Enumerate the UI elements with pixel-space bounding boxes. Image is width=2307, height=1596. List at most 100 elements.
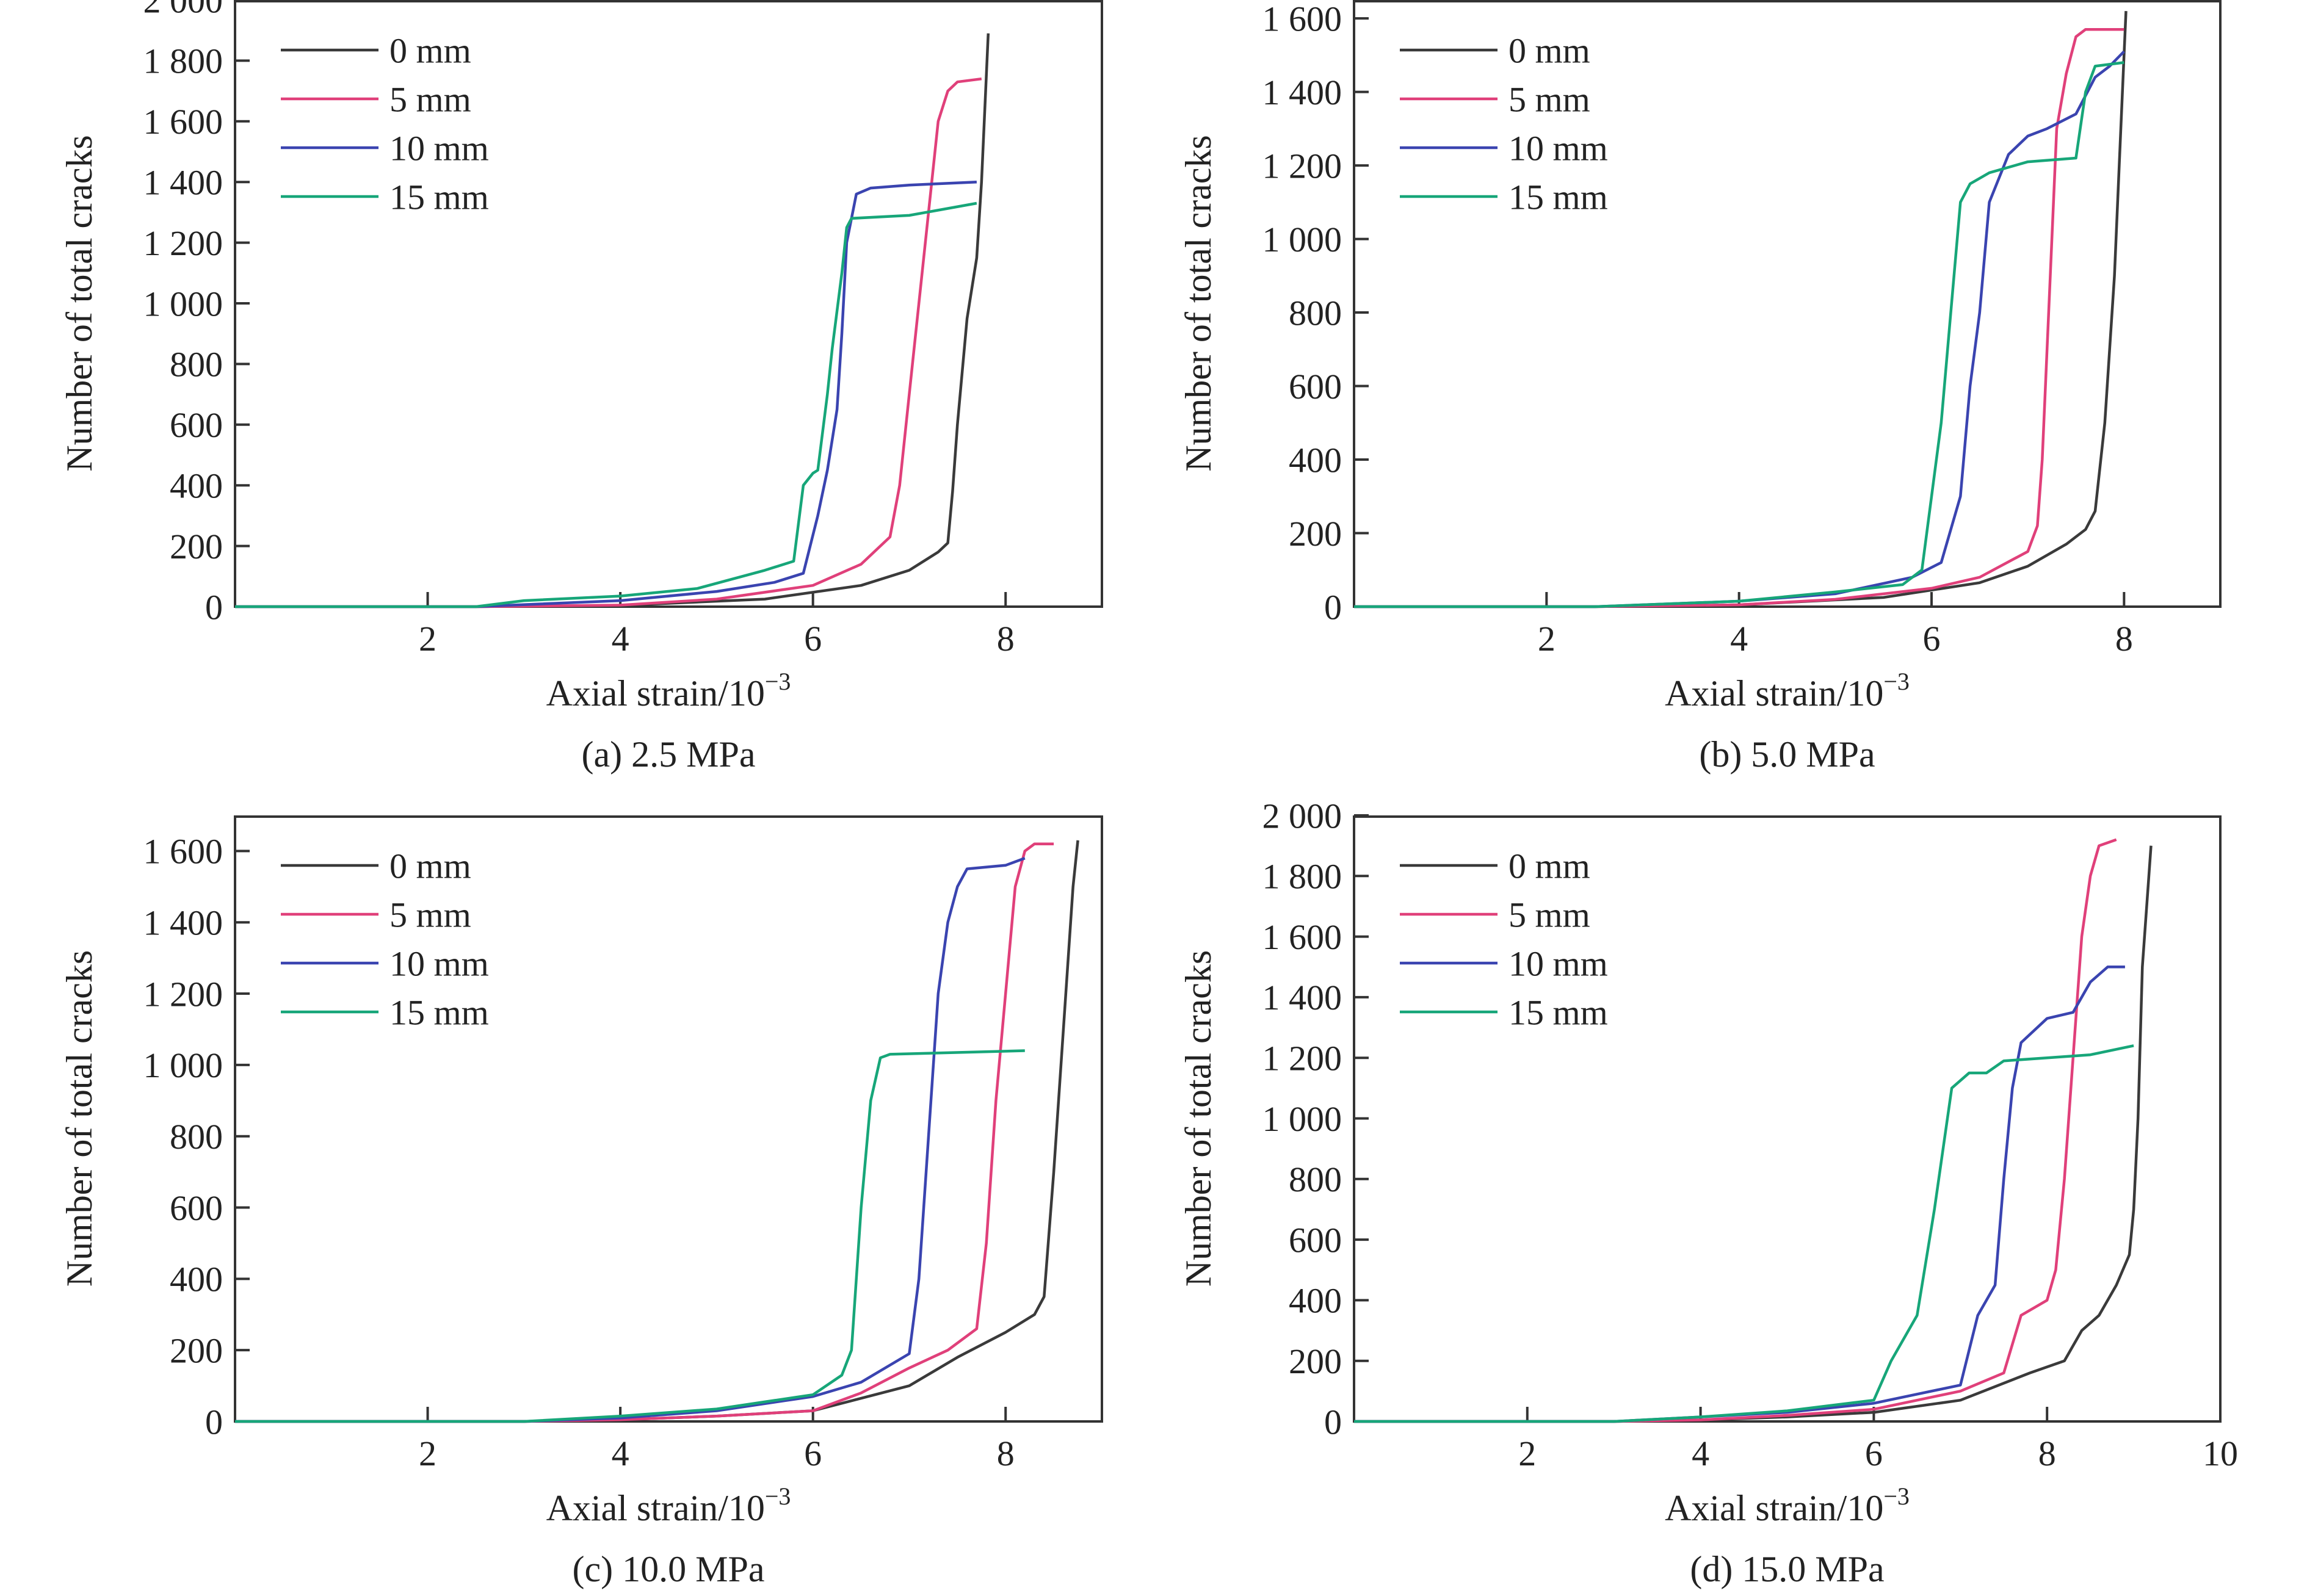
panel-caption: (d) 15.0 MPa	[1690, 1549, 1884, 1589]
legend-label: 10 mm	[1508, 128, 1608, 168]
y-tick-label: 1 400	[1262, 73, 1342, 112]
y-tick-label: 800	[1289, 1160, 1342, 1199]
y-tick-label: 200	[1289, 514, 1342, 554]
plot-frame	[1353, 0, 2222, 608]
series-line-5mm	[1354, 27, 2124, 608]
legend-label: 15 mm	[389, 177, 489, 217]
y-tick-label: 1 400	[1262, 978, 1342, 1017]
series-line-10mm	[235, 856, 1026, 1423]
panel-caption: (b) 5.0 MPa	[1699, 734, 1875, 775]
x-tick-label: 4	[612, 1434, 629, 1473]
y-tick-label: 1 000	[1262, 220, 1342, 259]
y-tick-label: 400	[1289, 440, 1342, 480]
x-tick-label: 2	[419, 1434, 436, 1473]
y-tick-label: 1 800	[143, 42, 223, 81]
y-tick-label: 1 200	[1262, 1039, 1342, 1078]
chart-panel-d: 0 200 400 600 800 1 000 1 200 1 400 1 600 1 800 2 …	[1178, 796, 2238, 1589]
chart-panel-c: 0 200 400 600 800 1 000 1 200 1 400 1 600 2 4 6 8 Axi…	[59, 815, 1103, 1589]
x-tick-label: 2	[1538, 619, 1556, 659]
y-tick-label: 400	[170, 1260, 223, 1299]
x-tick-label: 8	[997, 619, 1015, 659]
y-tick-label: 1 600	[143, 832, 223, 872]
y-tick-label: 1 600	[143, 102, 223, 142]
y-tick-label: 1 200	[1262, 146, 1342, 186]
y-axis-label: Number of total cracks	[59, 135, 100, 471]
y-tick-label: 400	[1289, 1281, 1342, 1321]
legend-label: 15 mm	[389, 992, 489, 1032]
y-tick-label: 1 200	[143, 974, 223, 1014]
y-tick-label: 1 000	[143, 1045, 223, 1085]
legend-label: 15 mm	[1508, 992, 1608, 1032]
series-line-0mm	[235, 840, 1079, 1423]
y-axis-label: Number of total cracks	[59, 950, 100, 1287]
panel-caption: (a) 2.5 MPa	[582, 734, 756, 775]
y-tick-label: 1 400	[143, 903, 223, 943]
y-tick-label: 1 400	[143, 163, 223, 203]
y-tick-label: 200	[1289, 1341, 1342, 1381]
legend-label: 10 mm	[389, 128, 489, 168]
y-tick-label: 1 000	[143, 284, 223, 323]
series-line-15mm	[1354, 61, 2124, 608]
series-line-15mm	[1354, 1044, 2134, 1423]
plot-frame	[234, 0, 1103, 608]
x-tick-label: 4	[1692, 1434, 1709, 1473]
x-tick-label: 6	[1923, 619, 1941, 659]
series-line-15mm	[235, 1049, 1025, 1423]
x-tick-label: 4	[612, 619, 629, 659]
x-tick-label: 8	[2115, 619, 2133, 659]
y-tick-label: 2 000	[143, 0, 223, 20]
series-line-15mm	[235, 201, 977, 608]
series-line-10mm	[235, 180, 977, 608]
y-tick-label: 400	[170, 466, 223, 506]
x-tick-label: 2	[419, 619, 436, 659]
series-line-5mm	[1354, 838, 2117, 1423]
x-axis-label: Axial strain/10−3	[546, 1482, 791, 1528]
y-tick-label: 800	[170, 1117, 223, 1157]
y-tick-label: 800	[170, 345, 223, 385]
x-axis-label: Axial strain/10−3	[546, 668, 791, 713]
y-tick-label: 1 600	[1262, 917, 1342, 957]
y-tick-label: 1 200	[143, 223, 223, 263]
legend-label: 5 mm	[389, 895, 471, 934]
x-tick-label: 6	[804, 619, 822, 659]
x-tick-label: 4	[1730, 619, 1748, 659]
y-tick-label: 0	[1324, 1402, 1342, 1442]
y-tick-label: 2 000	[1262, 796, 1342, 836]
x-tick-label: 8	[997, 1434, 1015, 1473]
y-tick-label: 600	[170, 1188, 223, 1228]
x-tick-label: 2	[1518, 1434, 1536, 1473]
plot-frame	[1353, 815, 2222, 1423]
x-axis-label: Axial strain/10−3	[1665, 668, 1910, 713]
y-tick-label: 600	[170, 405, 223, 445]
legend-label: 5 mm	[389, 79, 471, 119]
y-tick-label: 200	[170, 1331, 223, 1370]
series-line-10mm	[1354, 50, 2125, 608]
series-line-0mm	[235, 33, 990, 608]
legend-label: 5 mm	[1508, 79, 1590, 119]
x-tick-label: 6	[804, 1434, 822, 1473]
x-axis-label: Axial strain/10−3	[1665, 1482, 1910, 1528]
y-tick-label: 0	[205, 587, 223, 627]
series-line-0mm	[1354, 845, 2153, 1423]
legend-label: 15 mm	[1508, 177, 1608, 217]
legend-label: 0 mm	[389, 846, 471, 886]
y-tick-label: 1 000	[1262, 1099, 1342, 1139]
y-tick-label: 1 800	[1262, 857, 1342, 897]
y-tick-label: 0	[1324, 587, 1342, 627]
legend-label: 0 mm	[1508, 31, 1590, 70]
legend-label: 10 mm	[389, 944, 489, 983]
y-axis-label: Number of total cracks	[1178, 135, 1219, 471]
legend-label: 5 mm	[1508, 895, 1590, 934]
chart-panel-a: 0 200 400 600 800 1 000 1 200 1 400 1 600 1 800 2 …	[59, 0, 1103, 775]
series-line-5mm	[235, 842, 1054, 1423]
x-tick-label: 10	[2203, 1434, 2238, 1473]
panel-caption: (c) 10.0 MPa	[573, 1549, 765, 1589]
y-tick-label: 600	[1289, 367, 1342, 406]
plot-frame	[234, 815, 1103, 1423]
legend-label: 10 mm	[1508, 944, 1608, 983]
y-axis-label: Number of total cracks	[1178, 950, 1219, 1287]
y-tick-label: 800	[1289, 293, 1342, 333]
y-tick-label: 200	[170, 527, 223, 566]
y-tick-label: 0	[205, 1402, 223, 1442]
